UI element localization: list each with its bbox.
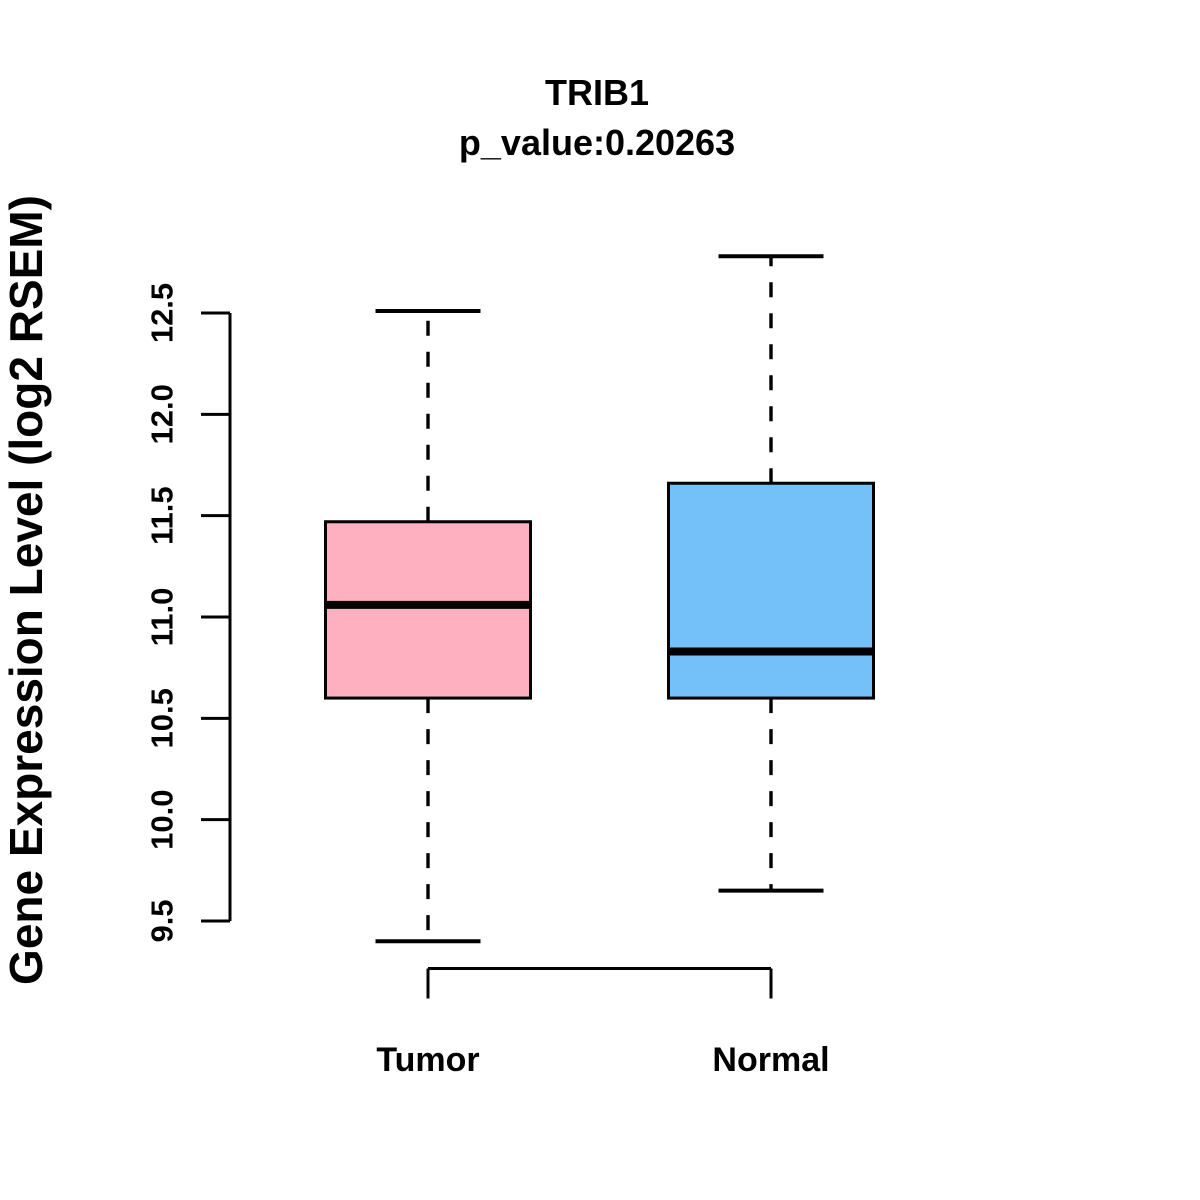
normal-box	[667, 481, 875, 700]
y-axis-tick-label: 12.0	[145, 384, 180, 444]
boxplot-boxes	[324, 254, 875, 944]
x-axis-bracket	[426, 967, 773, 999]
y-axis-tick-label: 11.5	[145, 486, 180, 545]
x-category-label-normal: Normal	[712, 1041, 829, 1079]
tumor-box	[324, 520, 532, 700]
y-axis-title: Gene Expression Level (log2 RSEM)	[0, 195, 52, 985]
chart-title: TRIB1	[545, 72, 649, 113]
chart-subtitle-pvalue: p_value:0.20263	[459, 122, 735, 163]
y-axis-tick-label: 9.5	[145, 899, 180, 942]
y-axis-tick-label: 12.5	[145, 283, 180, 343]
y-axis-tick-label: 10.5	[145, 688, 180, 748]
y-axis-tick-label: 10.0	[145, 789, 180, 849]
x-category-label-tumor: Tumor	[376, 1041, 479, 1079]
y-axis-tick-label: 11.0	[145, 588, 180, 647]
y-axis: 9.5 10.0 10.5 11.0 11.5 12.0 12.5	[145, 283, 232, 943]
